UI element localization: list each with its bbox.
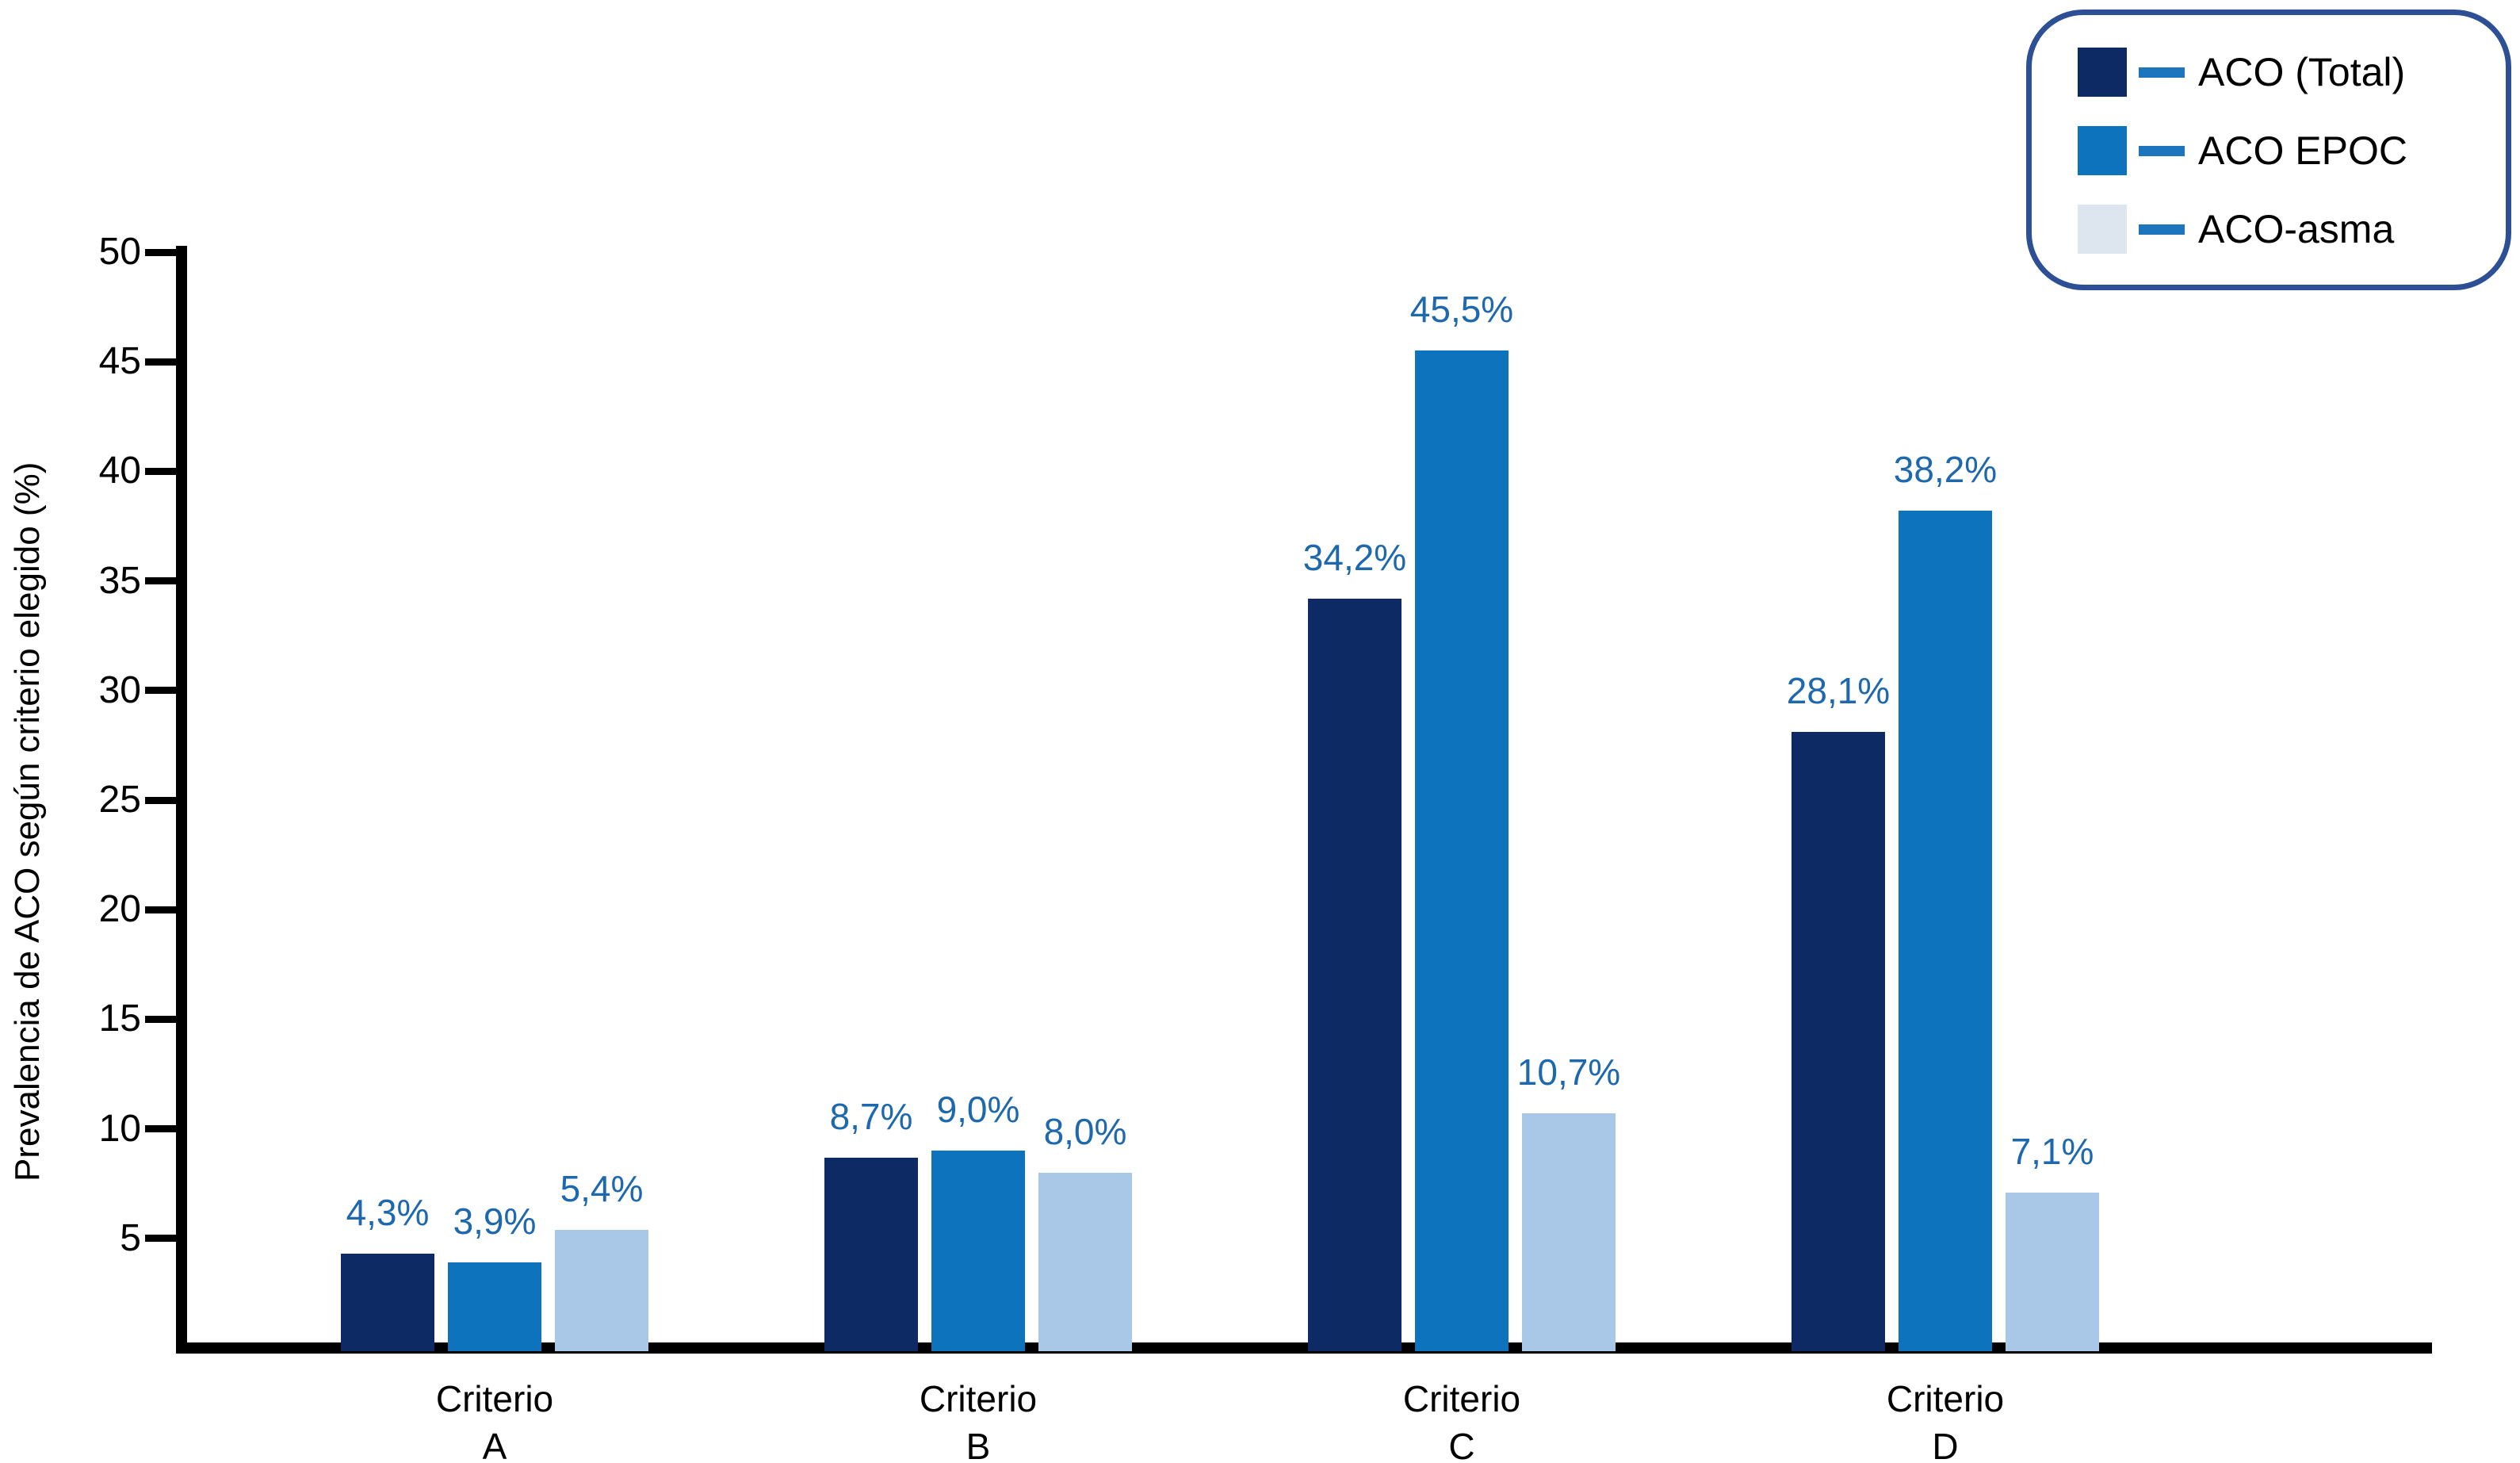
bar-value-label: 8,7% [829,1096,913,1137]
y-tick-label: 50 [98,231,141,273]
category-label-line2: D [1932,1426,1959,1463]
category-label-line1: Criterio [1402,1378,1521,1419]
bar [448,1262,541,1351]
y-tick-label: 45 [98,340,141,382]
y-tick [145,1016,182,1023]
y-tick-label: 25 [98,779,141,821]
category-label-line2: B [966,1426,991,1463]
bar [1308,599,1401,1351]
y-tick [145,687,182,694]
legend-dash-icon [2139,67,2185,78]
y-tick-label: 35 [98,560,141,602]
legend-item: ACO-asma [2078,204,2482,255]
y-tick-label: 30 [98,669,141,711]
y-tick-label: 15 [98,998,141,1040]
legend-swatch [2078,205,2127,254]
bar-value-label: 8,0% [1043,1111,1127,1152]
bar [824,1158,918,1351]
y-axis-title: Prevalencia de ACO según criterio elegid… [8,461,47,1182]
category-label-line1: Criterio [919,1378,1038,1419]
y-tick-label: 20 [98,888,141,930]
bar-value-label: 9,0% [936,1089,1020,1130]
bar-value-label: 5,4% [560,1168,644,1209]
legend: ACO (Total) ACO EPOC ACO-asma [2026,10,2511,290]
category-label-line1: Criterio [1886,1378,2005,1419]
bar [1415,350,1509,1351]
category-label: Criterio B [820,1375,1137,1463]
bar-value-label: 10,7% [1516,1051,1621,1093]
bar-value-label: 4,3% [346,1192,430,1233]
category-label: Criterio C [1303,1375,1620,1463]
bar-value-label: 28,1% [1786,670,1891,711]
bar-value-label: 3,9% [453,1201,537,1242]
bar [1522,1113,1616,1351]
y-tick [145,249,182,256]
legend-item-label: ACO EPOC [2198,128,2407,173]
y-tick [145,906,182,913]
legend-item-label: ACO-asma [2198,207,2395,251]
y-tick-label: 10 [98,1108,141,1150]
bar [1038,1173,1132,1351]
y-tick [145,1235,182,1242]
y-tick-label: 5 [120,1217,141,1259]
y-tick [145,1125,182,1132]
legend-swatch [2078,126,2127,175]
bar-value-label: 45,5% [1409,289,1514,330]
y-tick [145,577,182,584]
legend-dash-icon [2139,145,2185,156]
legend-item: ACO EPOC [2078,125,2482,176]
bar-value-label: 38,2% [1893,449,1998,490]
y-tick-label: 40 [98,450,141,492]
bar [931,1151,1025,1351]
bar [555,1230,648,1351]
legend-swatch [2078,48,2127,97]
category-label: Criterio A [336,1375,653,1463]
bar [341,1254,434,1351]
y-tick [145,797,182,804]
legend-dash-icon [2139,224,2185,235]
category-label-line1: Criterio [435,1378,554,1419]
bar [1792,732,1885,1351]
bar-value-label: 7,1% [2010,1131,2094,1172]
legend-item-label: ACO (Total) [2198,50,2406,94]
bar [2006,1193,2099,1351]
category-label-line2: C [1448,1426,1475,1463]
bar [1899,511,1992,1351]
bar-value-label: 34,2% [1302,537,1407,578]
category-label: Criterio D [1787,1375,2104,1463]
category-label-line2: A [482,1426,507,1463]
y-axis-line [176,246,187,1354]
y-tick [145,358,182,366]
y-tick [145,468,182,475]
legend-item: ACO (Total) [2078,47,2482,98]
